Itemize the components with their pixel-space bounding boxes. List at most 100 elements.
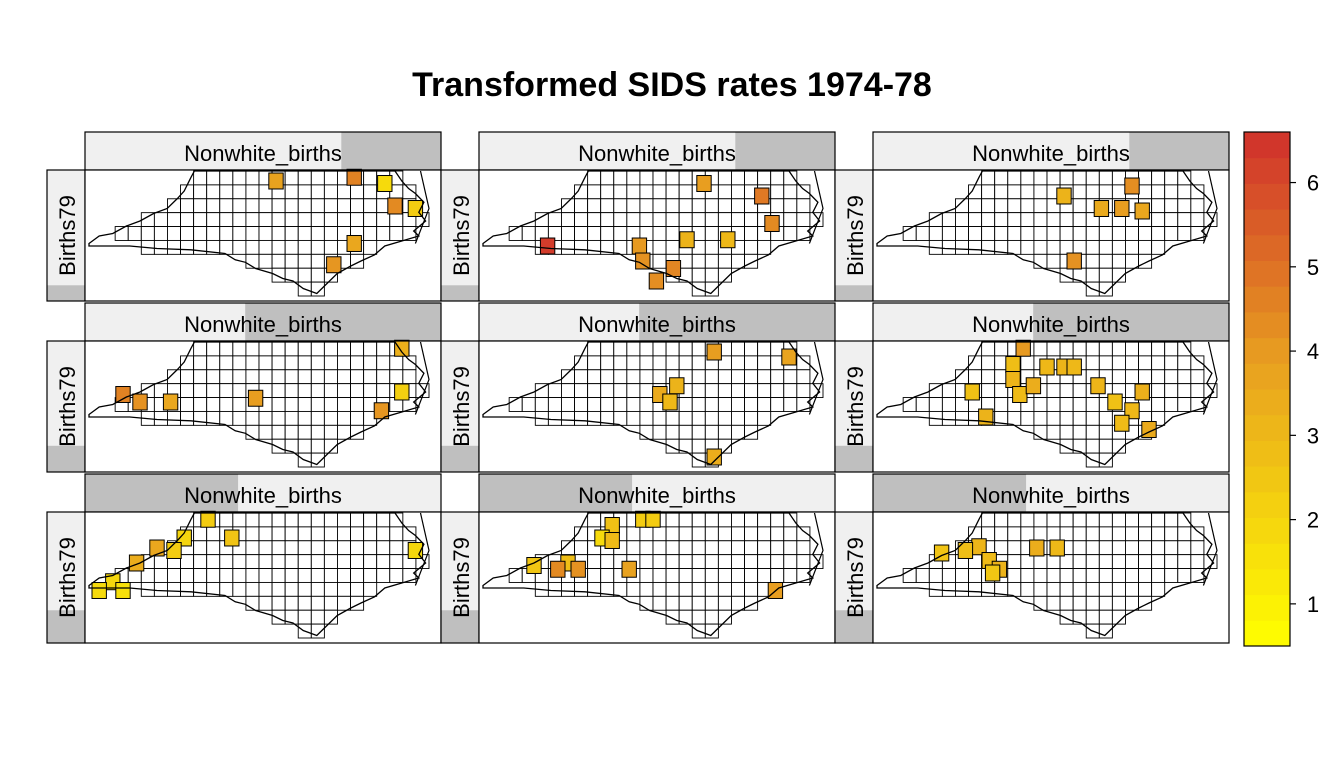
- county: [652, 184, 667, 200]
- county: [626, 369, 641, 385]
- county: [770, 512, 785, 528]
- county: [744, 226, 759, 241]
- strip-label: Nonwhite_births: [184, 483, 342, 508]
- county: [376, 512, 391, 528]
- state-outline: [876, 341, 1215, 466]
- county: [691, 355, 706, 371]
- county: [639, 526, 654, 542]
- county: [678, 397, 693, 412]
- county: [639, 581, 654, 597]
- county: [284, 170, 299, 186]
- outer-banks: [808, 512, 824, 586]
- county: [337, 595, 351, 611]
- county-highlight: [1005, 371, 1021, 388]
- county: [1098, 424, 1113, 440]
- county: [1020, 581, 1035, 597]
- county: [1046, 554, 1061, 570]
- county: [600, 355, 615, 371]
- county: [1033, 554, 1048, 570]
- county: [639, 568, 654, 583]
- county: [691, 410, 706, 426]
- county: [704, 239, 719, 255]
- county: [245, 212, 260, 228]
- county: [994, 397, 1009, 412]
- county: [297, 424, 312, 440]
- county: [547, 383, 562, 399]
- color-key-tick-label: 6: [1307, 171, 1319, 196]
- county: [323, 438, 338, 454]
- county-highlight: [604, 532, 620, 549]
- county: [574, 198, 589, 214]
- county: [968, 212, 983, 228]
- county: [284, 369, 299, 385]
- county: [193, 526, 208, 542]
- county: [770, 170, 785, 186]
- county: [1164, 568, 1179, 583]
- county: [600, 184, 615, 200]
- county: [678, 512, 693, 528]
- county: [717, 267, 732, 283]
- county: [193, 397, 208, 412]
- county: [1033, 512, 1048, 528]
- county: [981, 239, 996, 255]
- county: [639, 212, 654, 228]
- county: [574, 239, 589, 255]
- county-highlight: [268, 172, 284, 190]
- county: [1059, 595, 1074, 611]
- county: [1033, 184, 1048, 200]
- county: [323, 212, 338, 228]
- side-label: Births79: [55, 195, 80, 276]
- county: [1138, 239, 1153, 255]
- county: [1072, 383, 1087, 399]
- county: [955, 581, 969, 597]
- county: [219, 383, 234, 399]
- county: [337, 512, 351, 528]
- color-key-tick-label: 3: [1307, 423, 1319, 448]
- county: [1046, 424, 1061, 440]
- county: [310, 512, 325, 528]
- county: [258, 253, 273, 269]
- county: [310, 410, 325, 426]
- county: [245, 355, 260, 371]
- county: [652, 581, 667, 597]
- county: [613, 198, 628, 214]
- county: [600, 198, 615, 214]
- county: [1151, 198, 1166, 214]
- county: [626, 383, 641, 399]
- county: [955, 239, 969, 255]
- county: [1111, 609, 1126, 625]
- county: [1151, 397, 1166, 412]
- county: [981, 512, 996, 528]
- county: [1072, 595, 1087, 611]
- county: [981, 581, 996, 597]
- county: [271, 198, 286, 214]
- county: [297, 554, 312, 570]
- county: [731, 526, 745, 542]
- county: [271, 595, 286, 611]
- county: [193, 239, 208, 255]
- color-key-step: [1244, 311, 1290, 339]
- county-highlight: [635, 252, 651, 270]
- county: [1111, 341, 1126, 357]
- county: [1138, 568, 1153, 583]
- county: [219, 369, 234, 385]
- county: [731, 540, 745, 556]
- county: [271, 609, 286, 625]
- county-highlight: [91, 582, 107, 599]
- county: [717, 540, 732, 556]
- county: [1098, 554, 1113, 570]
- county: [561, 383, 575, 399]
- county: [232, 568, 247, 583]
- county: [744, 170, 759, 186]
- county: [587, 568, 602, 583]
- county: [1085, 267, 1100, 283]
- county: [206, 526, 221, 542]
- side-label: Births79: [449, 366, 474, 447]
- county: [1164, 526, 1179, 542]
- county: [232, 554, 247, 570]
- county: [731, 369, 745, 385]
- county: [744, 540, 759, 556]
- county: [639, 341, 654, 357]
- county: [219, 198, 234, 214]
- county: [153, 239, 168, 255]
